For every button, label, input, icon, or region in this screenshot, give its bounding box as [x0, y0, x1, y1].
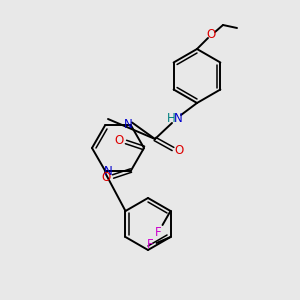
Text: O: O	[174, 143, 184, 157]
Text: F: F	[147, 238, 154, 250]
Text: F: F	[155, 226, 162, 238]
Text: H: H	[167, 112, 176, 124]
Text: N: N	[174, 112, 182, 124]
Text: N: N	[103, 165, 112, 178]
Text: O: O	[206, 28, 216, 41]
Text: N: N	[124, 118, 132, 131]
Text: O: O	[101, 171, 111, 184]
Text: O: O	[114, 134, 124, 148]
